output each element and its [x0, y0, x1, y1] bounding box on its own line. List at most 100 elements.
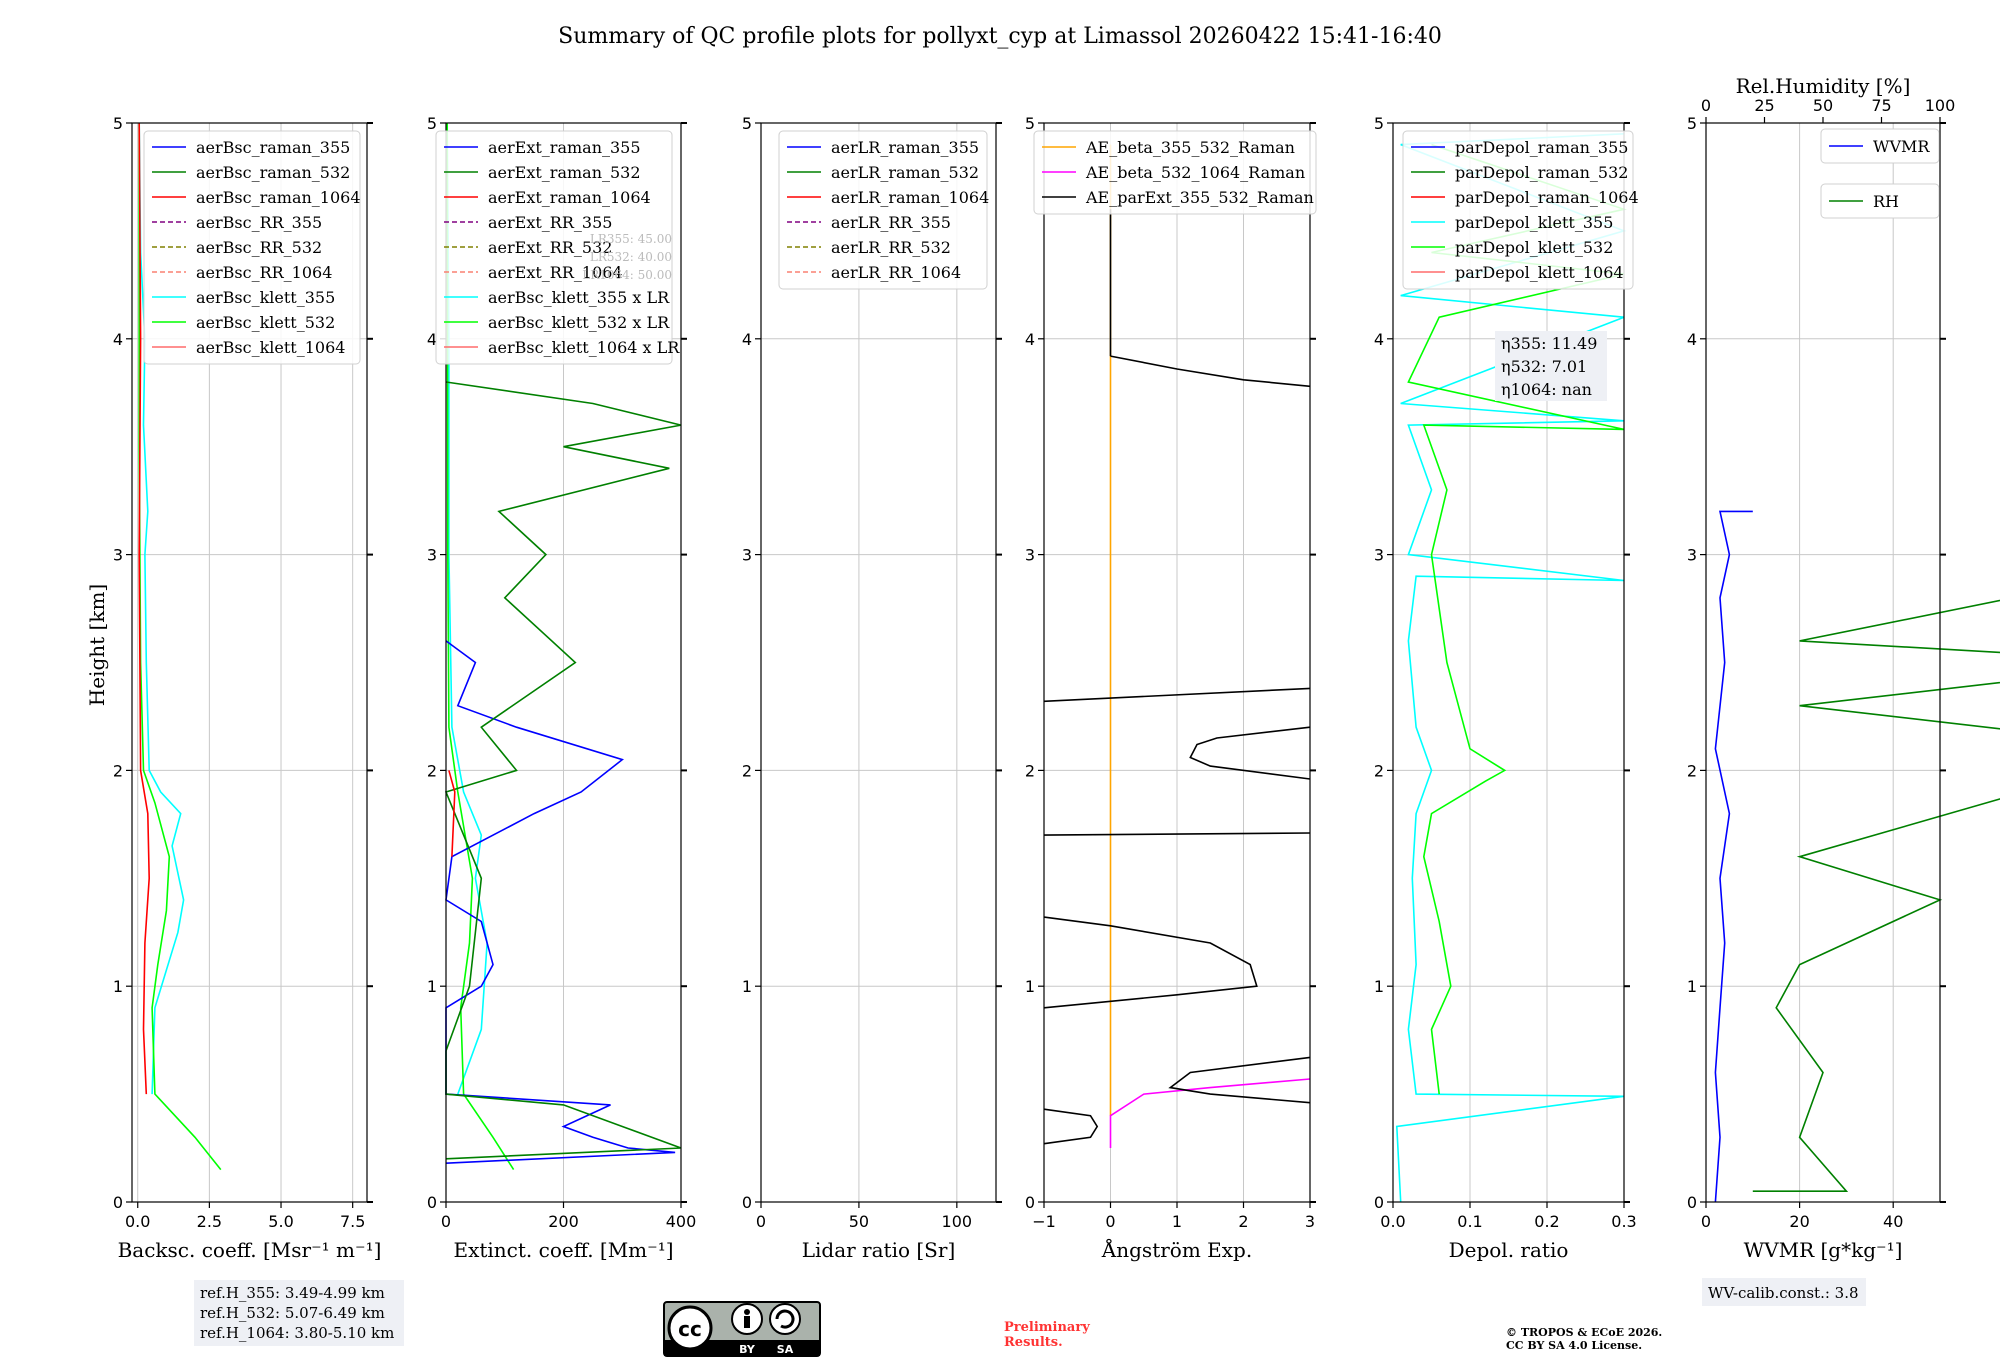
legend-label: AE_beta_355_532_Raman — [1085, 138, 1295, 157]
top-x-tick-label: 25 — [1754, 96, 1774, 115]
x-axis-label: Ångström Exp. — [1101, 1237, 1252, 1262]
cc-by-sa-icon: cc BY SA — [663, 1301, 821, 1357]
top-x-axis-label: Rel.Humidity [%] — [1736, 74, 1911, 98]
legend-label: parDepol_klett_532 — [1455, 238, 1613, 257]
y-tick-label: 2 — [1025, 761, 1035, 780]
series-line-AE_beta_532_1064_Raman — [1109, 1078, 1311, 1148]
panels: 0 1 2 3 4 5 0.0 2.5 5.0 7.5 Backsc. coeff. [Msr⁻¹ … — [113, 74, 2000, 1262]
y-tick-label: 5 — [427, 114, 437, 133]
x-tick-label: −1 — [1032, 1212, 1056, 1231]
y-tick-label: 5 — [1025, 114, 1035, 133]
legend-label: aerExt_RR_532 — [488, 238, 612, 257]
legend-label: aerBsc_klett_1064 x LR — [488, 338, 680, 357]
x-tick-label: 2 — [1238, 1212, 1248, 1231]
legend-label: parDepol_klett_1064 — [1455, 263, 1624, 282]
y-tick-label: 3 — [1025, 546, 1035, 565]
x-tick-label: 2.5 — [197, 1212, 222, 1231]
legend-label: aerBsc_RR_532 — [196, 238, 322, 257]
y-tick-label: 2 — [1687, 761, 1697, 780]
series-line-RH — [1752, 599, 2000, 1192]
x-tick-label: 0.0 — [1380, 1212, 1405, 1231]
y-tick-label: 1 — [742, 977, 752, 996]
y-tick-label: 4 — [1687, 330, 1697, 349]
series-line-parDepol_klett_355 — [1395, 133, 1627, 1203]
legend-label: aerLR_raman_355 — [831, 138, 979, 157]
legend-label: WVMR — [1873, 137, 1930, 156]
y-tick-label: 2 — [427, 761, 437, 780]
y-tick-label: 1 — [427, 977, 437, 996]
y-tick-label: 0 — [742, 1193, 752, 1212]
series-line-AE_parExt_355_532_Raman — [1043, 832, 1311, 836]
legend-label: aerBsc_klett_532 x LR — [488, 313, 670, 332]
legend-label: aerExt_RR_355 — [488, 213, 612, 232]
x-tick-label: 0.0 — [125, 1212, 150, 1231]
x-tick-label: 0.1 — [1457, 1212, 1482, 1231]
series-line-aerBsc_klett_532 x LR — [446, 122, 515, 1171]
plot-frame — [1392, 122, 1625, 1203]
ref-height-355: ref.H_355: 3.49-4.99 km — [200, 1284, 385, 1302]
plot-frame — [760, 122, 997, 1203]
y-tick-label: 0 — [1687, 1193, 1697, 1212]
y-tick-label: 5 — [113, 114, 123, 133]
legend-label: aerLR_raman_1064 — [831, 188, 989, 207]
eta-annotation: η1064: nan — [1501, 380, 1592, 399]
panel-extinction: 0 1 2 3 4 5 0 200 400 Extinct. coeff. [Mm⁻¹] aerEx… — [427, 114, 696, 1262]
x-tick-label: 400 — [666, 1212, 697, 1231]
preliminary-label-2: Results. — [1004, 1335, 1063, 1350]
legend-label: parDepol_klett_355 — [1455, 213, 1613, 232]
legend-label: aerBsc_raman_355 — [196, 138, 350, 157]
panel-depol: 0 1 2 3 4 5 0.0 0.1 0.2 0.3 Depol. ratio parDepol_r… — [1374, 114, 1639, 1262]
x-axis-label: Lidar ratio [Sr] — [802, 1238, 956, 1262]
legend-label: parDepol_raman_355 — [1455, 138, 1628, 157]
eta-annotation-box — [1495, 331, 1607, 401]
y-tick-label: 1 — [113, 977, 123, 996]
x-tick-label: 7.5 — [340, 1212, 365, 1231]
cc-sa-label: SA — [777, 1343, 794, 1356]
y-tick-label: 1 — [1374, 977, 1384, 996]
legend-label: AE_parExt_355_532_Raman — [1085, 188, 1314, 207]
legend-label: parDepol_raman_1064 — [1455, 188, 1639, 207]
legend-label: aerBsc_klett_1064 — [196, 338, 345, 357]
legend-label: aerExt_RR_1064 — [488, 263, 623, 282]
y-axis-label: Height [km] — [85, 584, 109, 706]
legend-label: aerBsc_RR_355 — [196, 213, 322, 232]
y-tick-label: 0 — [1025, 1193, 1035, 1212]
y-tick-label: 3 — [1374, 546, 1384, 565]
y-tick-label: 3 — [113, 546, 123, 565]
legend: AE_beta_355_532_Raman AE_beta_532_1064_Ra… — [1033, 130, 1317, 215]
legend: aerBsc_raman_355 aerBsc_raman_532 aerBsc_r… — [143, 130, 361, 365]
y-tick-label: 1 — [1687, 977, 1697, 996]
lidar-ratio-annotation: LR532: 40.00 — [590, 250, 672, 264]
wv-calib-box: WV-calib.const.: 3.8 — [1702, 1278, 1866, 1306]
y-tick-label: 2 — [1374, 761, 1384, 780]
legend-label: aerLR_RR_355 — [831, 213, 951, 232]
cc-by-label: BY — [739, 1343, 756, 1356]
x-tick-label: 20 — [1789, 1212, 1809, 1231]
x-tick-label: 0.3 — [1611, 1212, 1636, 1231]
legend: aerLR_raman_355 aerLR_raman_532 aerLR_rama… — [778, 130, 989, 290]
legend: WVMR RH — [1820, 128, 1940, 219]
y-tick-label: 2 — [113, 761, 123, 780]
series-line-AE_parExt_355_532_Raman — [1168, 1056, 1311, 1104]
legend-box — [435, 130, 673, 365]
y-tick-label: 5 — [1687, 114, 1697, 133]
y-tick-label: 4 — [1374, 330, 1384, 349]
series-line-AE_parExt_355_532_Raman — [1110, 355, 1311, 388]
legend-label: aerBsc_raman_532 — [196, 163, 350, 182]
copyright-line-1: © TROPOS & ECoE 2026. — [1506, 1326, 1662, 1339]
top-x-tick-label: 0 — [1701, 96, 1711, 115]
legend: parDepol_raman_355 parDepol_raman_532 parD… — [1402, 130, 1639, 290]
top-x-tick-label: 100 — [1925, 96, 1956, 115]
legend-label: aerLR_raman_532 — [831, 163, 979, 182]
legend-label: aerBsc_klett_355 — [196, 288, 335, 307]
y-tick-label: 1 — [1025, 977, 1035, 996]
x-axis-label: Extinct. coeff. [Mm⁻¹] — [453, 1238, 673, 1262]
y-tick-label: 3 — [1687, 546, 1697, 565]
y-tick-label: 4 — [427, 330, 437, 349]
legend: aerExt_raman_355 aerExt_raman_532 aerExt_r… — [435, 130, 680, 365]
x-tick-label: 0.2 — [1534, 1212, 1559, 1231]
y-tick-label: 5 — [1374, 114, 1384, 133]
